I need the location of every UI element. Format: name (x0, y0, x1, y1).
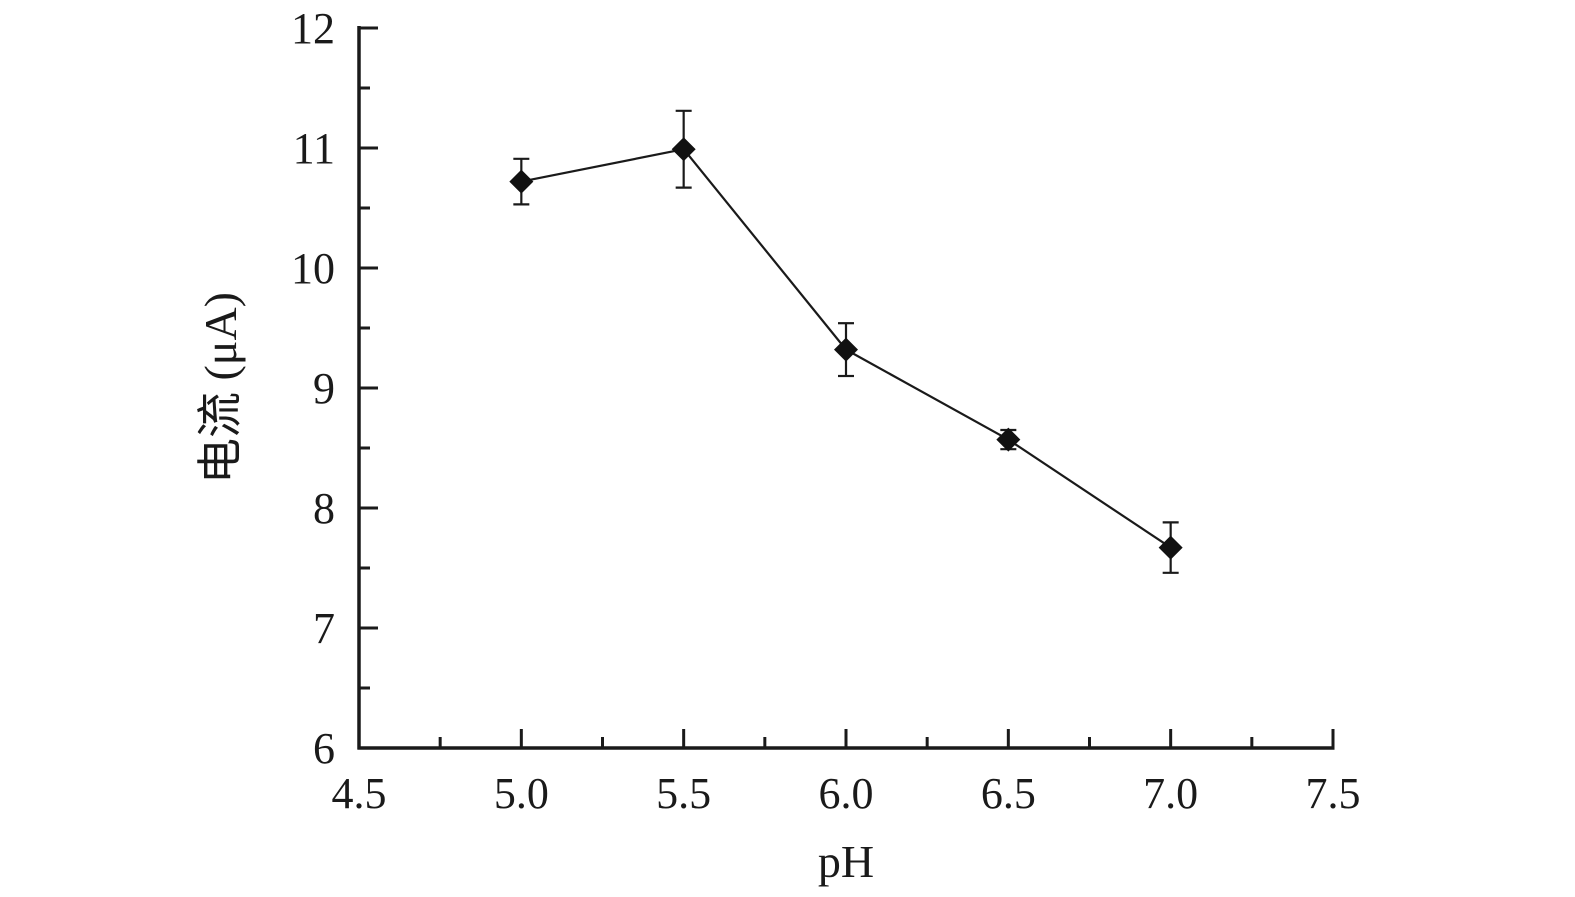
plot-area (509, 109, 1183, 574)
data-point (509, 169, 534, 194)
y-tick-label: 12 (291, 4, 335, 53)
x-tick-label: 4.5 (332, 769, 387, 818)
y-axis-ticks: 6 7 8 9 10 11 12 (291, 4, 378, 773)
axes (357, 26, 1335, 750)
y-tick-label: 7 (313, 604, 335, 653)
x-tick-label: 6.5 (981, 769, 1036, 818)
data-point (1158, 535, 1183, 560)
x-tick-label: 5.5 (656, 769, 711, 818)
y-axis-title: 电流 (μA) (195, 292, 246, 484)
x-axis-title: pH (818, 836, 874, 887)
x-axis-ticks: 4.5 5.0 5.5 6.0 6.5 7.0 7.5 (332, 729, 1361, 818)
data-point (996, 427, 1021, 452)
y-tick-label: 6 (313, 724, 335, 773)
y-tick-label: 8 (313, 484, 335, 533)
data-point (671, 137, 696, 162)
x-tick-label: 5.0 (494, 769, 549, 818)
y-tick-label: 9 (313, 364, 335, 413)
data-point (834, 337, 858, 362)
y-tick-label: 10 (291, 244, 335, 293)
x-tick-label: 7.0 (1143, 769, 1198, 818)
y-tick-label: 11 (293, 124, 335, 173)
x-tick-label: 6.0 (819, 769, 874, 818)
x-tick-label: 7.5 (1306, 769, 1361, 818)
